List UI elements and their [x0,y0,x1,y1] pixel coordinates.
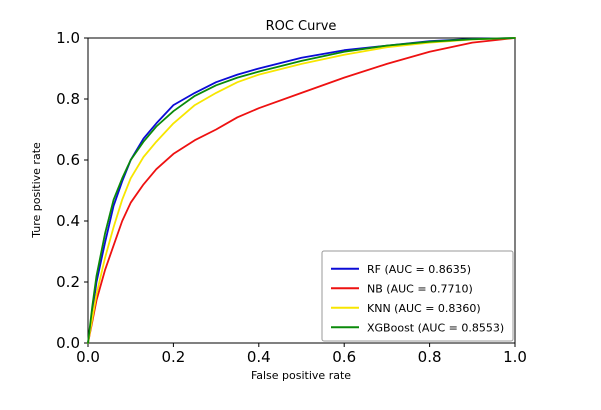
y-tick-label: 0.4 [56,212,80,230]
chart-title: ROC Curve [266,19,337,34]
roc-curve-knn [87,37,516,344]
legend-label-xgboost: XGBoost (AUC = 0.8553) [367,321,504,334]
x-tick-label: 0.6 [332,348,356,366]
y-tick-label: 0.0 [56,334,80,352]
x-tick-label: 0.4 [247,348,271,366]
y-tick-label: 1.0 [56,29,80,47]
x-tick-label: 1.0 [503,348,527,366]
roc-curve-nb [87,37,516,344]
legend-box [321,250,514,342]
legend-label-knn: KNN (AUC = 0.8360) [367,302,481,315]
roc-curve-xgboost [87,37,516,344]
x-tick-label: 0.8 [418,348,442,366]
y-tick-label: 0.8 [56,90,80,108]
legend-label-nb: NB (AUC = 0.7710) [367,282,473,295]
y-axis-label: Ture positive rate [30,142,43,239]
x-tick-label: 0.0 [76,348,100,366]
axes-frame [87,37,516,344]
x-axis-label: False positive rate [251,369,351,382]
plot-generated-layer: 0.0 0.2 0.4 0.6 0.8 1.0 0.0 0.2 0.4 0.6 0.8 1.0 RF (… [56,29,527,366]
y-tick-label: 0.6 [56,151,80,169]
legend-label-rf: RF (AUC = 0.8635) [367,263,471,276]
x-tick-label: 0.2 [161,348,185,366]
y-tick-label: 0.2 [56,273,80,291]
